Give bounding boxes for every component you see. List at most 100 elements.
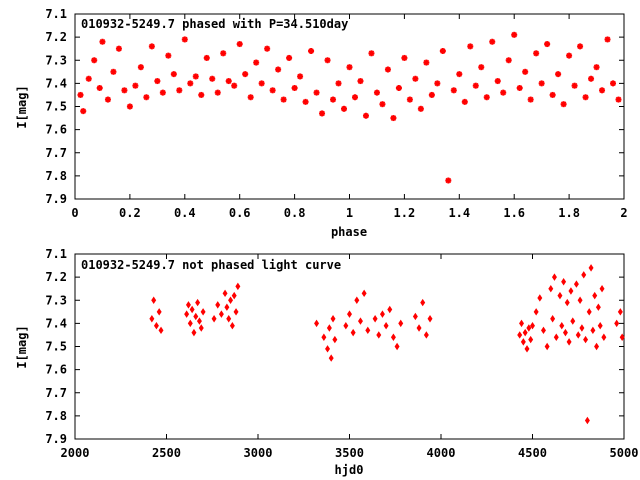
- data-point-bar-d2: [555, 71, 561, 77]
- data-point: [617, 308, 623, 316]
- data-point: [253, 59, 260, 66]
- data-point: [494, 78, 501, 85]
- data-point: [564, 298, 570, 307]
- data-point-bar-d2: [231, 82, 237, 89]
- unphased-y-tick-label: 7.8: [45, 409, 67, 423]
- data-point: [588, 264, 594, 272]
- data-point: [326, 324, 332, 332]
- data-point-bar-d2: [77, 92, 84, 98]
- data-point: [559, 321, 565, 330]
- data-point: [390, 333, 396, 341]
- data-point: [372, 315, 378, 323]
- data-point: [595, 303, 601, 311]
- data-point: [297, 73, 304, 80]
- data-point-bar-d2: [423, 59, 430, 66]
- data-point: [577, 43, 584, 50]
- data-point: [341, 105, 348, 112]
- data-point-bar-d2: [407, 96, 413, 103]
- data-point-bar-d2: [582, 94, 589, 101]
- phased-x-tick-label: 0.2: [119, 206, 141, 220]
- data-point: [401, 54, 408, 61]
- data-point-bar-d2: [511, 32, 517, 38]
- data-point: [192, 73, 199, 80]
- phased-y-tick-label: 7.8: [45, 169, 67, 183]
- data-point: [467, 43, 474, 50]
- data-point: [159, 89, 166, 96]
- data-point-bar-d2: [604, 36, 611, 43]
- data-point-bar-d2: [379, 101, 386, 107]
- data-point: [231, 291, 237, 300]
- data-point: [528, 335, 534, 344]
- data-point: [540, 326, 546, 335]
- data-point: [526, 324, 532, 332]
- data-point: [566, 52, 573, 59]
- data-point: [511, 31, 518, 38]
- data-point: [77, 91, 84, 98]
- data-point: [586, 308, 592, 316]
- data-point: [291, 85, 298, 91]
- data-point-bar-d2: [302, 99, 309, 105]
- data-point-bar-d2: [275, 66, 281, 73]
- data-point: [228, 296, 234, 304]
- data-point: [379, 310, 385, 318]
- data-point: [193, 312, 199, 321]
- data-point-bar-d2: [96, 85, 103, 91]
- data-point: [330, 96, 337, 103]
- data-point: [226, 315, 232, 323]
- data-point: [218, 310, 224, 318]
- data-point-bar-d2: [138, 64, 144, 70]
- data-point: [533, 50, 540, 57]
- data-point: [209, 75, 216, 82]
- data-point: [548, 284, 554, 293]
- phased-ticks: 0 0.2 0.4 0.6 0.8 1 1.2 1.4 1.6 1.8 2 7.1 7.2 7.3 7.4 7…: [45, 7, 627, 220]
- data-point: [247, 94, 254, 101]
- data-point: [524, 345, 530, 353]
- data-point: [610, 80, 617, 87]
- data-point: [354, 296, 360, 304]
- unphased-x-tick-label: 3000: [244, 446, 273, 460]
- data-point: [472, 82, 479, 89]
- data-point: [96, 85, 103, 91]
- data-point-bar-d2: [588, 75, 594, 82]
- data-point: [99, 38, 106, 45]
- data-point: [242, 71, 249, 78]
- data-point: [165, 52, 172, 59]
- unphased-plot-frame: [74, 253, 625, 440]
- data-point: [286, 54, 293, 61]
- phased-plot: 010932-5249.7 phased with P=34.510day ph…: [15, 7, 628, 239]
- data-point-bar-d2: [467, 43, 474, 50]
- data-point: [560, 101, 567, 108]
- phased-plot-frame: [74, 13, 625, 200]
- data-point: [594, 342, 600, 351]
- data-point: [522, 68, 529, 75]
- data-point-bar-d2: [593, 64, 600, 70]
- data-point-bar-d2: [522, 69, 528, 75]
- unphased-ticks: 2000 2500 3000 3500 4000 4500 5000 7.1 7.2 7.3 7.4…: [45, 247, 638, 460]
- data-point: [406, 96, 413, 103]
- unphased-plot-title: 010932-5249.7 not phased light curve: [81, 258, 341, 272]
- data-point: [185, 301, 191, 309]
- phased-x-tick-label: 2: [620, 206, 627, 220]
- data-point: [461, 98, 468, 105]
- unphased-y-tick-label: 7.9: [45, 432, 67, 446]
- data-point: [412, 312, 418, 321]
- data-point-bar-d2: [127, 103, 133, 110]
- data-point: [196, 317, 202, 325]
- data-point: [203, 54, 210, 61]
- data-point: [571, 82, 578, 89]
- data-point-bar-d2: [599, 87, 605, 94]
- data-point: [581, 271, 587, 279]
- phased-x-tick-label: 0.8: [284, 206, 306, 220]
- data-point: [187, 80, 194, 87]
- data-point: [544, 342, 550, 351]
- data-point-bar-d2: [533, 50, 539, 57]
- unphased-y-tick-label: 7.3: [45, 293, 67, 307]
- data-point-bar-d2: [247, 94, 254, 101]
- data-point-bar-d2: [341, 106, 347, 112]
- data-point-bar-d2: [308, 48, 314, 54]
- data-point: [489, 38, 496, 45]
- data-point-bar-d2: [527, 96, 534, 103]
- data-point-bar-d2: [412, 75, 419, 82]
- data-point: [505, 57, 512, 64]
- data-point: [215, 301, 221, 309]
